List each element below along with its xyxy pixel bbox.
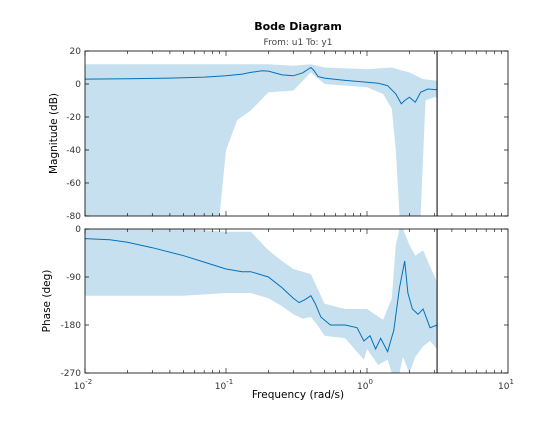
mag-ytick-label: -20	[66, 113, 81, 123]
x-tick-label: 101	[498, 378, 514, 392]
magnitude-panel: 20 0 -20 -40 -60 -80 Magnitude (dB)	[48, 47, 509, 222]
phase-confidence-band	[85, 229, 438, 373]
mag-ytick-label: -40	[66, 146, 81, 156]
chart-subtitle: From: u1 To: y1	[264, 38, 333, 48]
magnitude-ticks: 20 0 -20 -40 -60 -80	[66, 47, 508, 222]
mag-ytick-label: -60	[66, 179, 81, 189]
phase-response-line	[84, 238, 438, 354]
mag-ytick-label: -80	[66, 212, 81, 222]
phase-axes-frame	[84, 228, 509, 374]
x-tick-label: 100	[357, 378, 373, 392]
mag-ytick-label: 0	[75, 80, 81, 90]
ph-ytick-label: -90	[66, 273, 81, 283]
phase-ylabel: Phase (deg)	[41, 270, 53, 333]
x-tick-label: 10-2	[74, 378, 92, 392]
mag-ytick-label: 20	[70, 47, 82, 57]
x-tick-label: 10-1	[215, 378, 233, 392]
ph-ytick-label: -180	[61, 321, 82, 331]
magnitude-ylabel: Magnitude (dB)	[48, 93, 60, 174]
magnitude-axes-frame	[84, 50, 509, 217]
magnitude-response-line	[84, 66, 438, 105]
ph-ytick-label: 0	[75, 225, 81, 235]
ph-ytick-label: -270	[61, 369, 82, 379]
x-axis-label: Frequency (rad/s)	[252, 389, 344, 401]
magnitude-confidence-band	[85, 64, 438, 216]
chart-title: Bode Diagram	[254, 20, 342, 33]
